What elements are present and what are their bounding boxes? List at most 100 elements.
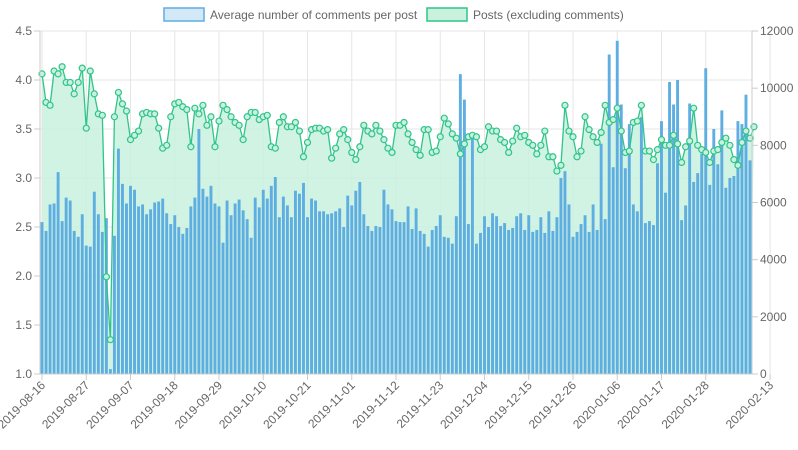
y-left-tick-label: 3.5 [15,122,32,136]
bar-avg-comments [149,209,153,374]
bar-avg-comments [720,110,724,374]
bar-avg-comments [233,203,237,374]
legend-item-avg-comments[interactable]: Average number of comments per post [163,7,418,22]
bar-avg-comments [386,204,390,374]
posts-point [557,161,565,169]
x-tick-label: 2020-02-13 [723,378,777,432]
bar-avg-comments [277,217,281,374]
bar-avg-comments [559,178,563,374]
posts-point [163,141,171,149]
bar-avg-comments [161,198,165,374]
bar-avg-comments [696,173,700,374]
bar-avg-comments [125,203,128,374]
bar-avg-comments [607,54,611,375]
bar-avg-comments [76,236,80,374]
posts-point [102,273,110,281]
bar-avg-comments [64,197,68,374]
posts-point [633,117,641,125]
posts-point [436,133,444,141]
posts-point [90,90,98,98]
posts-point [187,143,195,151]
posts-point [126,136,135,144]
posts-point [291,118,300,127]
y-left-tick-label: 1.5 [15,318,32,332]
posts-point [569,133,577,141]
posts-point [549,153,557,161]
posts-point [74,78,82,87]
posts-point [513,124,521,132]
bar-avg-comments [491,213,494,374]
bar-avg-comments [334,211,338,374]
legend-swatch-avg-comments [163,7,205,22]
bar-avg-comments [293,190,297,374]
bar-avg-comments [116,148,120,374]
posts-point [657,136,666,144]
bar-avg-comments [495,216,499,374]
bar-avg-comments [684,205,688,374]
posts-point [746,134,754,142]
bar-avg-comments [374,226,378,374]
bar-avg-comments [225,200,229,374]
bar-avg-comments [527,215,531,374]
bar-avg-comments [643,223,647,374]
posts-point [541,127,549,135]
bar-avg-comments [193,197,197,374]
bar-avg-comments [430,229,434,374]
bar-avg-comments [603,219,607,374]
posts-point [372,121,380,129]
bar-avg-comments [587,231,591,374]
bar-avg-comments [310,198,313,374]
posts-point [155,124,163,132]
y-left-tick-label: 3.0 [15,171,32,185]
bar-avg-comments [531,231,535,374]
bar-avg-comments [418,230,422,374]
bar-avg-comments [547,211,551,374]
posts-point [521,131,529,139]
posts-point [597,128,605,137]
bar-avg-comments [318,211,322,374]
y-right-tick-label: 10000 [760,81,794,95]
bar-avg-comments [253,197,257,374]
bar-avg-comments [543,232,547,374]
posts-point [742,127,750,135]
bar-avg-comments [406,206,410,374]
bar-avg-comments [390,209,394,374]
posts-points [38,63,758,344]
posts-point [480,143,489,151]
posts-point [637,101,645,109]
bar-avg-comments [237,199,241,374]
bar-avg-comments [511,227,515,374]
bar-avg-comments [575,231,579,374]
bar-avg-comments [104,218,108,374]
posts-point [533,150,541,158]
bar-avg-comments [153,202,157,374]
bar-avg-comments [72,230,76,374]
bar-avg-comments [285,205,289,374]
bar-avg-comments [133,189,136,374]
posts-point [726,141,734,149]
bar-avg-comments [704,68,708,375]
bar-avg-comments [615,40,619,375]
posts-point [227,113,235,121]
posts-point [223,105,231,114]
posts-point [175,98,183,107]
posts-point [665,141,674,149]
bar-avg-comments [668,81,671,375]
posts-point [78,64,86,72]
bar-avg-comments [647,221,651,374]
posts-point [384,144,392,152]
posts-point [653,146,662,154]
posts-point [669,131,678,139]
y-left-tick-label: 4.0 [15,73,32,87]
y-right-tick-label: 6000 [760,196,787,210]
posts-point [682,143,690,151]
legend-label-posts: Posts (excluding comments) [473,8,624,22]
posts-point [130,131,139,139]
legend-item-posts[interactable]: Posts (excluding comments) [426,7,624,22]
bar-avg-comments [346,195,350,374]
posts-point [734,161,742,169]
bar-avg-comments [269,185,273,374]
posts-point [98,111,106,119]
bar-avg-comments [611,167,615,374]
posts-point [690,104,698,112]
